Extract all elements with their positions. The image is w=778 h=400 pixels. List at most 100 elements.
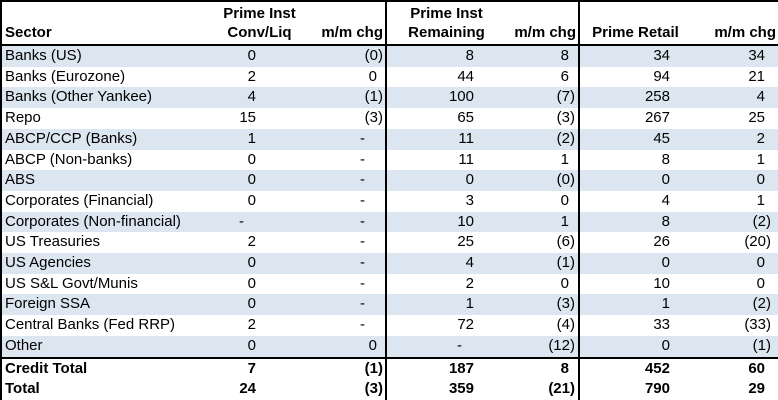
value-cell: 8 bbox=[661, 150, 670, 168]
table-row: ABCP (Non-banks) 0-11 1 8 1 bbox=[1, 149, 778, 171]
table-row: ABCP/CCP (Banks) 1-11 (2) 45 2 bbox=[1, 128, 778, 150]
value-cell: 0 bbox=[247, 191, 256, 209]
value-cell: 94 bbox=[653, 67, 670, 85]
value-cell: 452 bbox=[579, 356, 691, 380]
value-cell: (1) bbox=[691, 335, 778, 358]
value-cell: 8 bbox=[506, 45, 580, 67]
header-line1: Prime Inst bbox=[223, 5, 296, 22]
value-cell: (6) bbox=[506, 232, 580, 254]
value-cell: - bbox=[313, 315, 387, 336]
table-row: Banks (Eurozone) 2 0 44 6 94 21 bbox=[1, 66, 778, 88]
table-row: Credit Total 7 (1) 187 8 452 60 bbox=[1, 356, 778, 380]
sector-cell: Repo bbox=[5, 109, 41, 127]
value-cell: 0 bbox=[206, 170, 313, 191]
value-cell: 29 bbox=[748, 380, 765, 398]
value-cell: (1) bbox=[313, 356, 387, 380]
value-cell: (2) bbox=[691, 294, 778, 316]
value-cell: (3) bbox=[506, 108, 580, 129]
value-cell: 2 bbox=[247, 67, 256, 85]
value-cell: 7 bbox=[206, 356, 313, 380]
value-cell: 0 bbox=[247, 274, 256, 292]
value-cell: 4 bbox=[206, 87, 313, 109]
value-cell: 25 bbox=[457, 233, 474, 251]
value-cell: (12) bbox=[506, 335, 580, 358]
sector-cell: Corporates (Non-financial) bbox=[1, 211, 206, 233]
value-cell: (1) bbox=[506, 253, 580, 274]
value-cell: 2 bbox=[691, 128, 778, 150]
value-cell: - bbox=[313, 170, 387, 191]
table-header: Sector Prime Inst Conv/Liq m/m chg Prime… bbox=[1, 1, 778, 46]
value-cell: 1 bbox=[579, 294, 691, 316]
value-cell: (2) bbox=[506, 128, 580, 150]
value-cell: 11 bbox=[458, 150, 474, 168]
value-cell: 65 bbox=[457, 109, 474, 127]
value-cell: (3) bbox=[313, 108, 387, 129]
value-cell: 72 bbox=[457, 316, 474, 334]
value-cell: 4 bbox=[691, 87, 778, 109]
value-cell: 0 bbox=[756, 274, 765, 292]
value-cell: - bbox=[313, 128, 387, 150]
sector-cell: US Treasuries bbox=[5, 233, 101, 251]
value-cell: 0 bbox=[579, 253, 691, 274]
sector-cell: ABS bbox=[1, 170, 206, 191]
sector-cell: Total bbox=[5, 380, 40, 398]
value-cell: (4) bbox=[506, 315, 580, 336]
value-cell: 187 bbox=[386, 356, 506, 380]
value-cell: (21) bbox=[506, 379, 580, 400]
value-cell: - bbox=[313, 149, 387, 171]
value-cell: 44 bbox=[457, 67, 474, 85]
value-cell: 0 bbox=[506, 273, 580, 295]
value-cell: 26 bbox=[653, 233, 670, 251]
table-row: Repo 15 (3) 65 (3) 267 25 bbox=[1, 108, 778, 129]
sector-cell: ABCP (Non-banks) bbox=[5, 150, 133, 168]
value-cell: 258 bbox=[579, 87, 691, 109]
value-cell: 15 bbox=[239, 109, 256, 127]
value-cell: (0) bbox=[313, 45, 387, 67]
value-cell: 60 bbox=[691, 356, 778, 380]
sector-cell: Banks (Other Yankee) bbox=[1, 87, 206, 109]
value-cell: - bbox=[313, 253, 387, 274]
value-cell: 2 bbox=[247, 316, 256, 334]
sector-cell: Banks (US) bbox=[1, 45, 206, 67]
table-row: Banks (US) 0 (0) 8 8 34 34 bbox=[1, 45, 778, 67]
sector-cell: US S&L Govt/Munis bbox=[5, 274, 138, 292]
header-line1: Prime Inst bbox=[410, 5, 483, 22]
value-cell: 0 bbox=[313, 66, 387, 88]
value-cell: 100 bbox=[386, 87, 506, 109]
value-cell: 0 bbox=[691, 253, 778, 274]
header-mm-chg-2: m/m chg bbox=[506, 1, 580, 46]
value-cell: 21 bbox=[748, 67, 765, 85]
value-cell: 6 bbox=[506, 66, 580, 88]
header-prime-retail: Prime Retail bbox=[579, 1, 691, 46]
value-cell: 790 bbox=[644, 380, 670, 398]
value-cell: - bbox=[313, 294, 387, 316]
value-cell: 0 bbox=[579, 170, 691, 191]
value-cell: - bbox=[206, 211, 313, 233]
value-cell: 0 bbox=[506, 190, 580, 212]
sector-cell: Credit Total bbox=[1, 356, 206, 380]
value-cell: (3) bbox=[506, 294, 580, 316]
value-cell: 0 bbox=[206, 294, 313, 316]
table-row: Corporates (Financial) 0 - 3 0 4 1 bbox=[1, 190, 778, 212]
header-mm-chg-1: m/m chg bbox=[313, 1, 387, 46]
value-cell: 1 bbox=[756, 191, 765, 209]
value-cell: 0 bbox=[691, 170, 778, 191]
header-line2: Conv/Liq bbox=[227, 24, 292, 41]
value-cell: 0 bbox=[247, 150, 256, 168]
value-cell: 45 bbox=[579, 128, 691, 150]
value-cell: 4 bbox=[386, 253, 506, 274]
value-cell: - bbox=[313, 211, 387, 233]
value-cell: (1) bbox=[313, 87, 387, 109]
table-row: Foreign SSA 0-1 (3) 1 (2) bbox=[1, 294, 778, 316]
table-row: Other 0 0- (12) 0 (1) bbox=[1, 335, 778, 358]
value-cell: 8 bbox=[579, 211, 691, 233]
value-cell: 0 bbox=[313, 335, 387, 358]
sector-cell: Foreign SSA bbox=[1, 294, 206, 316]
value-cell: 11 bbox=[386, 128, 506, 150]
header-line2: Remaining bbox=[408, 24, 485, 41]
value-cell: 34 bbox=[691, 45, 778, 67]
value-cell: 0 bbox=[386, 170, 506, 191]
value-cell: 1 bbox=[756, 150, 765, 168]
value-cell: 359 bbox=[448, 380, 474, 398]
